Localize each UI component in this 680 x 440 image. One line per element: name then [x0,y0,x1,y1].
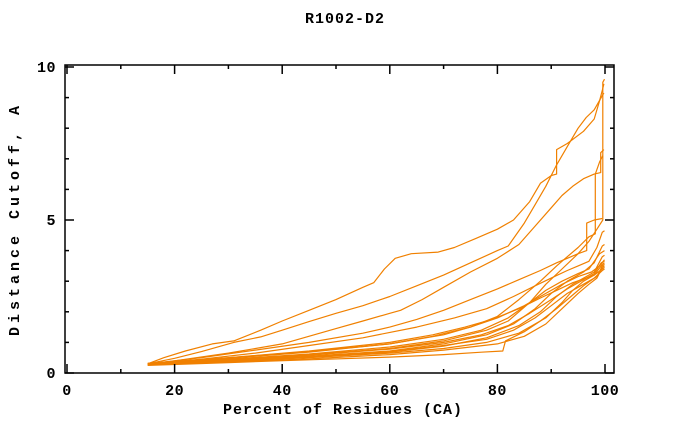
x-tick-label: 60 [380,383,399,400]
plot-frame [64,64,615,374]
curve-17 [147,266,605,364]
curve-16 [147,263,605,365]
curve-15 [147,260,605,365]
x-tick-label: 40 [273,383,292,400]
curve-01 [147,83,605,365]
curve-05 [147,155,604,365]
curves-group [147,78,606,366]
tick-labels-group: 0 20 40 60 80 100 0 5 10 [37,60,619,400]
y-tick-label: 0 [46,366,56,383]
curve-02 [147,92,605,365]
curve-03 [147,149,605,365]
curve-13 [147,265,605,366]
ticks-group [65,65,614,374]
x-tick-label: 20 [165,383,184,400]
x-tick-label: 100 [591,383,620,400]
curve-09 [153,250,605,365]
curve-04 [147,78,606,365]
x-tick-label: 80 [488,383,507,400]
x-tick-label: 0 [62,383,72,400]
curve-06 [147,217,603,365]
curve-14 [147,268,605,366]
x-axis-label: Percent of Residues (CA) [223,402,463,419]
y-tick-label: 5 [46,213,56,230]
y-axis-label: Distance Cutoff, A [7,102,24,336]
curve-07 [147,230,605,365]
y-tick-label: 10 [37,60,56,77]
chart-title: R1002-D2 [305,11,385,28]
